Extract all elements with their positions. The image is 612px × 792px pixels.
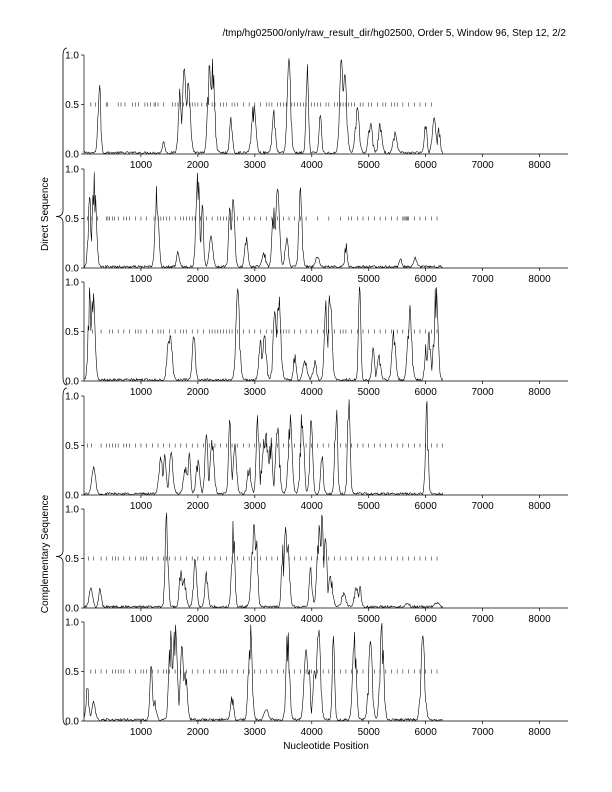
x-tick-label: 6000 bbox=[415, 160, 438, 171]
panel-3: 0.0 0.5 1.0 1000 2000 3000 4000 5000 6000 7000 800… bbox=[65, 278, 568, 398]
x-tick-label: 5000 bbox=[358, 501, 381, 512]
chart-header: /tmp/hg02500/only/raw_result_dir/hg02500… bbox=[222, 28, 566, 39]
x-tick-label: 6000 bbox=[415, 501, 438, 512]
x-tick-label: 1000 bbox=[130, 274, 153, 285]
y-tick-label: 0.0 bbox=[65, 604, 79, 615]
x-tick-label: 7000 bbox=[471, 160, 494, 171]
brace-direct bbox=[55, 47, 68, 386]
x-tick-label: 5000 bbox=[358, 727, 381, 738]
group-braces bbox=[55, 47, 68, 726]
group-labels: Direct Sequence Complementary Sequence bbox=[40, 177, 51, 614]
chart-panels: 0.0 0.5 1.0 1000 2000 3000 4000 5000 6000 7000 800… bbox=[65, 51, 568, 738]
x-tick-label: 1000 bbox=[130, 727, 153, 738]
x-tick-label: 1000 bbox=[130, 387, 153, 398]
x-tick-label: 8000 bbox=[528, 727, 551, 738]
y-tick-label: 1.0 bbox=[65, 618, 79, 629]
series-line bbox=[83, 286, 444, 382]
x-tick-label: 3000 bbox=[244, 274, 267, 285]
x-tick-label: 4000 bbox=[301, 727, 324, 738]
x-tick-label: 3000 bbox=[244, 727, 267, 738]
x-tick-label: 3000 bbox=[244, 501, 267, 512]
x-tick-label: 5000 bbox=[358, 614, 381, 625]
series-line bbox=[83, 512, 443, 609]
y-tick-label: 0.5 bbox=[65, 441, 79, 452]
x-tick-label: 8000 bbox=[528, 160, 551, 171]
panel-5: 0.0 0.5 1.0 1000 2000 3000 4000 5000 6000 7000 800… bbox=[65, 505, 568, 625]
x-tick-label: 6000 bbox=[415, 387, 438, 398]
series-line bbox=[83, 623, 443, 722]
y-tick-label: 1.0 bbox=[65, 278, 79, 289]
series-line bbox=[83, 58, 444, 156]
brace-complementary bbox=[55, 387, 68, 726]
x-tick-label: 3000 bbox=[244, 614, 267, 625]
x-tick-label: 8000 bbox=[528, 387, 551, 398]
x-tick-label: 1000 bbox=[130, 614, 153, 625]
panel-2: 0.0 0.5 1.0 1000 2000 3000 4000 5000 6000 7000 800… bbox=[65, 165, 568, 285]
x-tick-label: 1000 bbox=[130, 501, 153, 512]
x-tick-label: 7000 bbox=[471, 387, 494, 398]
series-line bbox=[83, 172, 443, 269]
x-tick-label: 8000 bbox=[528, 614, 551, 625]
x-tick-label: 4000 bbox=[301, 274, 324, 285]
x-tick-label: 4000 bbox=[301, 387, 324, 398]
x-tick-label: 2000 bbox=[187, 160, 210, 171]
x-tick-label: 5000 bbox=[358, 160, 381, 171]
panel-6: 0.0 0.5 1.0 1000 2000 3000 4000 5000 6000 7000 800… bbox=[65, 618, 568, 738]
series-line bbox=[83, 399, 444, 496]
y-tick-label: 0.5 bbox=[65, 554, 79, 565]
x-tick-label: 3000 bbox=[244, 387, 267, 398]
x-tick-label: 8000 bbox=[528, 274, 551, 285]
x-tick-label: 5000 bbox=[358, 387, 381, 398]
panel-1: 0.0 0.5 1.0 1000 2000 3000 4000 5000 6000 7000 800… bbox=[65, 51, 568, 171]
y-tick-label: 0.5 bbox=[65, 214, 79, 225]
x-tick-label: 4000 bbox=[301, 160, 324, 171]
y-tick-label: 0.5 bbox=[65, 327, 79, 338]
x-tick-label: 7000 bbox=[471, 727, 494, 738]
y-tick-label: 0.0 bbox=[65, 717, 79, 728]
x-tick-label: 4000 bbox=[301, 614, 324, 625]
x-tick-label: 4000 bbox=[301, 501, 324, 512]
panel-4: 0.0 0.5 1.0 1000 2000 3000 4000 5000 6000 7000 800… bbox=[65, 392, 568, 512]
x-tick-label: 1000 bbox=[130, 160, 153, 171]
x-tick-label: 2000 bbox=[187, 727, 210, 738]
x-tick-label: 2000 bbox=[187, 614, 210, 625]
y-tick-label: 1.0 bbox=[65, 165, 79, 176]
y-tick-label: 0.0 bbox=[65, 377, 79, 388]
y-tick-label: 1.0 bbox=[65, 505, 79, 516]
x-tick-label: 6000 bbox=[415, 727, 438, 738]
y-tick-label: 1.0 bbox=[65, 51, 79, 62]
x-tick-label: 6000 bbox=[415, 274, 438, 285]
x-tick-label: 3000 bbox=[244, 160, 267, 171]
group-label-direct: Direct Sequence bbox=[40, 177, 51, 251]
x-tick-label: 7000 bbox=[471, 501, 494, 512]
group-label-complementary: Complementary Sequence bbox=[40, 494, 51, 613]
x-tick-label: 7000 bbox=[471, 274, 494, 285]
y-tick-label: 1.0 bbox=[65, 392, 79, 403]
y-tick-label: 0.0 bbox=[65, 491, 79, 502]
x-tick-label: 5000 bbox=[358, 274, 381, 285]
x-tick-label: 2000 bbox=[187, 387, 210, 398]
x-tick-label: 7000 bbox=[471, 614, 494, 625]
y-tick-label: 0.0 bbox=[65, 264, 79, 275]
y-tick-label: 0.5 bbox=[65, 667, 79, 678]
x-tick-label: 6000 bbox=[415, 614, 438, 625]
x-tick-label: 2000 bbox=[187, 501, 210, 512]
x-axis-label: Nucleotide Position bbox=[283, 741, 369, 752]
y-tick-label: 0.5 bbox=[65, 100, 79, 111]
x-tick-label: 2000 bbox=[187, 274, 210, 285]
x-tick-label: 8000 bbox=[528, 501, 551, 512]
y-tick-label: 0.0 bbox=[65, 150, 79, 161]
